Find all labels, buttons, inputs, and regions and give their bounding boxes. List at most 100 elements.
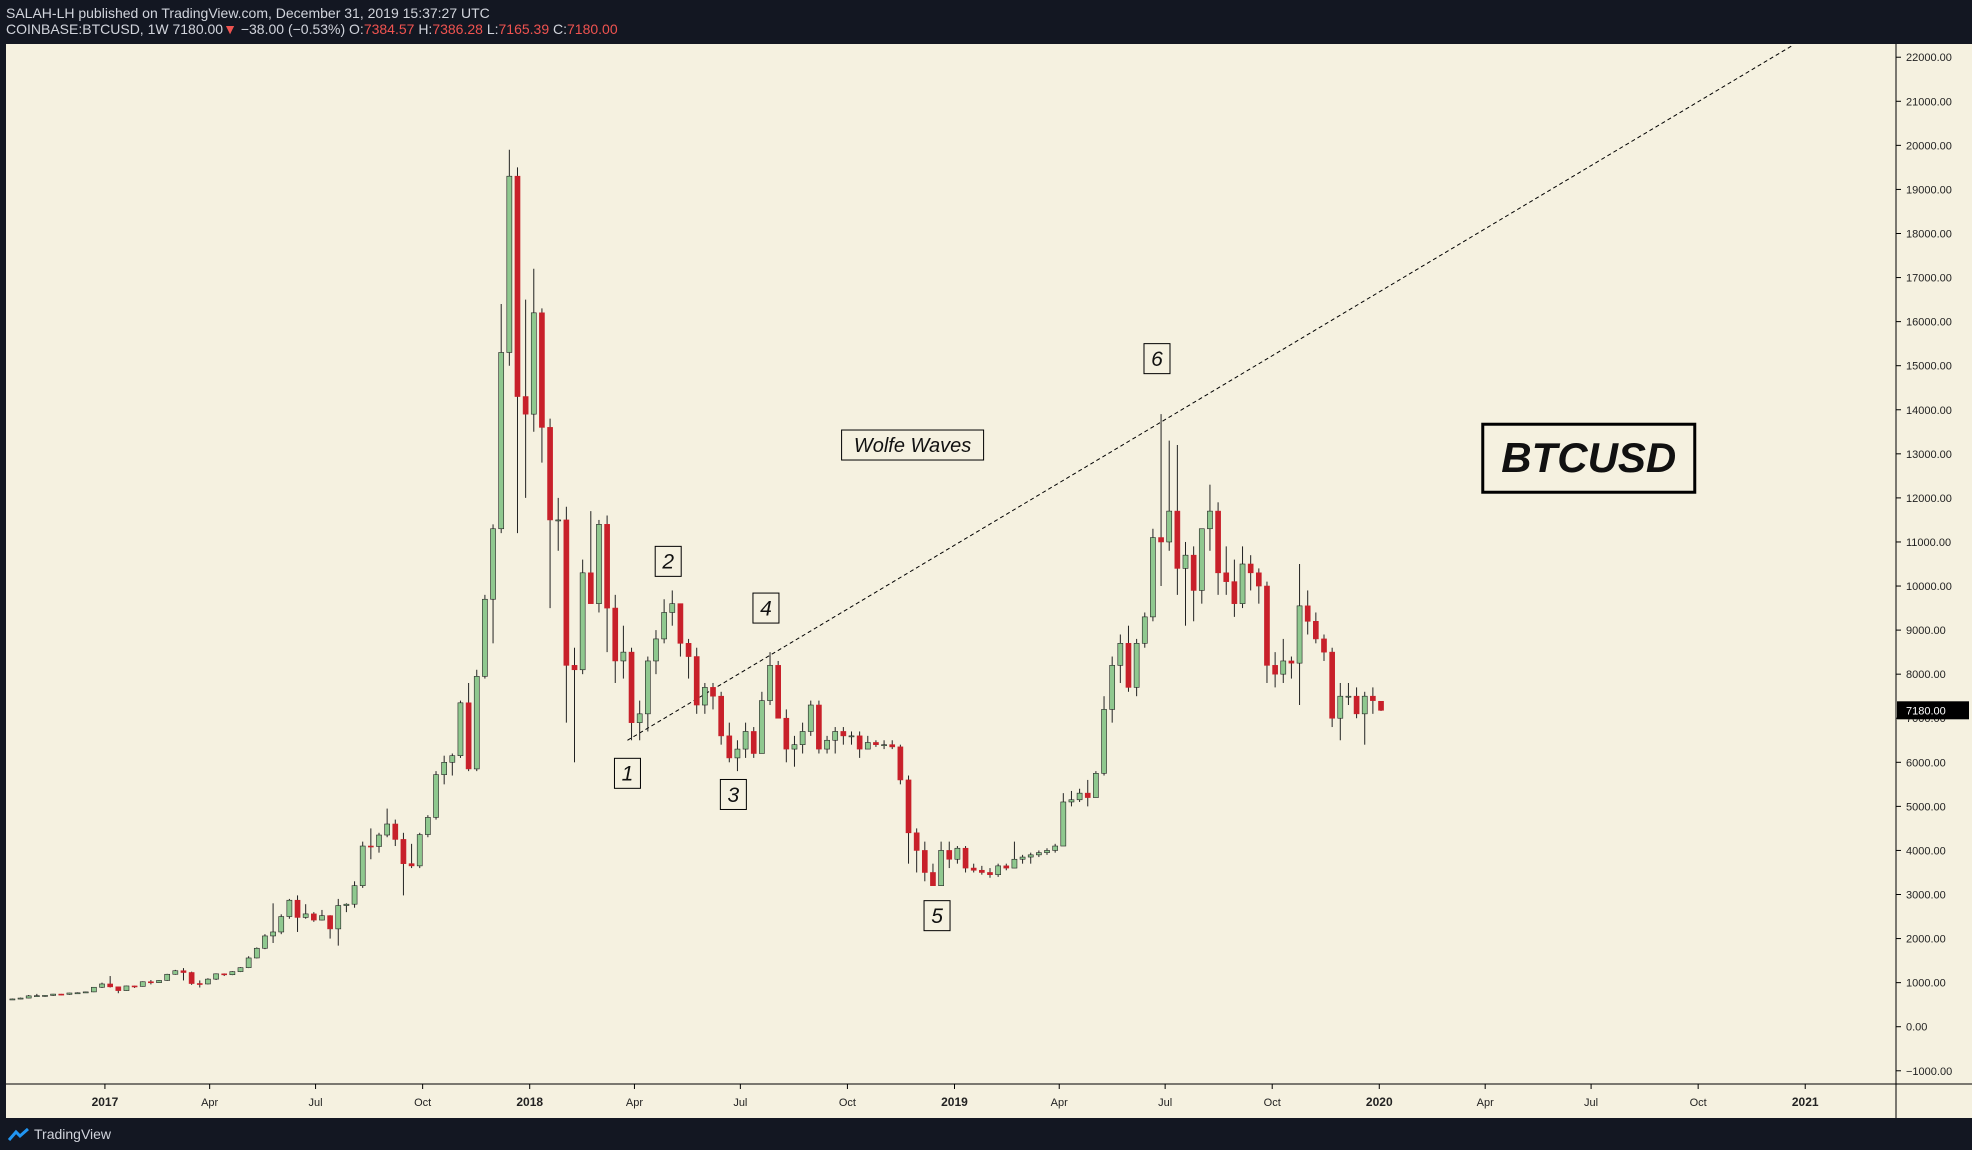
candle-body — [465, 702, 472, 770]
candle-body — [148, 981, 154, 984]
candle-body — [856, 735, 863, 750]
candle-body — [514, 175, 521, 397]
candle-body — [979, 869, 985, 873]
candle-body — [685, 643, 692, 657]
candle-body — [1060, 801, 1067, 847]
candle-body — [1345, 695, 1352, 698]
candle-body — [1288, 660, 1295, 664]
x-tick-label: Jul — [733, 1097, 747, 1109]
candle-body — [335, 905, 342, 930]
candle-body — [253, 947, 260, 959]
chart-footer: TradingView — [0, 1118, 1972, 1150]
x-tick-label: Jul — [1158, 1097, 1172, 1109]
last-price-label: 7180.00 — [1906, 705, 1946, 717]
candle-body — [1117, 643, 1124, 666]
x-tick-label: 2019 — [941, 1095, 968, 1109]
candle-body — [628, 651, 635, 723]
candle-body — [767, 665, 773, 701]
candle-body — [229, 971, 236, 976]
candle-body — [425, 817, 431, 835]
candle-body — [376, 834, 382, 847]
price-change: −38.00 (−0.53%) — [240, 21, 346, 37]
y-tick-label: 9000.00 — [1906, 625, 1946, 637]
tradingview-brand[interactable]: TradingView — [34, 1126, 112, 1142]
candle-body — [669, 603, 676, 613]
candle-body — [1101, 709, 1107, 774]
candle-body — [50, 993, 56, 996]
candle-body — [384, 823, 390, 836]
candlestick-chart[interactable]: −1000.00 0.00 1000.00 2000.00 3000.00 4000.00… — [0, 44, 1972, 1118]
candle-body — [636, 713, 643, 723]
candle-body — [368, 845, 374, 848]
candle-body — [1052, 845, 1058, 851]
y-tick-label: 12000.00 — [1906, 493, 1952, 505]
candle-body — [498, 352, 505, 530]
y-tick-label: 3000.00 — [1906, 890, 1946, 902]
price-axis-panel — [1896, 44, 1972, 1084]
last-price-tag — [1897, 701, 1969, 720]
candle-body — [1353, 695, 1360, 715]
x-tick-label: Apr — [1477, 1097, 1494, 1109]
candle-body — [1198, 528, 1205, 591]
candle-body — [1109, 665, 1116, 710]
wave-point-label: 4 — [760, 597, 772, 620]
candle-body — [1019, 856, 1026, 860]
candle-body — [962, 847, 969, 869]
down-arrow-icon: ▼ — [223, 21, 237, 37]
candle-body — [270, 931, 276, 937]
y-tick-label: 20000.00 — [1906, 140, 1952, 152]
candle-body — [1361, 695, 1368, 715]
wave-point-label: 1 — [622, 763, 634, 786]
candle-body — [840, 731, 847, 737]
candle-body — [620, 651, 627, 662]
wave-point-label: 3 — [728, 784, 740, 807]
candle-body — [1158, 537, 1164, 543]
x-tick-label: Oct — [414, 1097, 431, 1109]
ohlc-line: COINBASE:BTCUSD, 1W 7180.00▼ −38.00 (−0.… — [6, 22, 618, 37]
candle-body — [1044, 850, 1050, 853]
candle-body — [653, 638, 659, 662]
candle-body — [327, 915, 333, 930]
tradingview-logo-icon — [8, 1128, 29, 1141]
candle-body — [1150, 537, 1156, 618]
y-tick-label: 19000.00 — [1906, 184, 1952, 196]
candle-body — [9, 998, 16, 1001]
candle-body — [1329, 651, 1335, 719]
x-tick-label: Apr — [1051, 1097, 1068, 1109]
candle-body — [791, 744, 798, 750]
chart-header: SALAH-LH published on TradingView.com, D… — [0, 0, 1972, 44]
candle-body — [1207, 510, 1213, 530]
candle-body — [750, 731, 757, 754]
candle-body — [99, 983, 105, 988]
candle-body — [400, 839, 407, 864]
candle-body — [1215, 510, 1221, 574]
close-value: 7180.00 — [567, 21, 618, 37]
y-tick-label: 15000.00 — [1906, 361, 1952, 373]
candle-body — [1231, 581, 1238, 604]
candle-body — [1272, 665, 1278, 675]
wave-point-box — [654, 545, 682, 577]
candle-body — [742, 731, 749, 750]
candle-body — [954, 847, 961, 860]
symbol-title: BTCUSD — [1501, 434, 1676, 481]
wave-point-label: 5 — [931, 905, 943, 928]
candle-body — [319, 915, 325, 921]
candle-body — [873, 742, 879, 745]
candle-body — [1264, 585, 1270, 666]
candle-body — [710, 687, 716, 697]
candle-body — [726, 735, 733, 759]
wolfe-waves-label: Wolfe Waves — [854, 435, 971, 457]
candle-body — [221, 973, 228, 976]
candle-body — [1125, 643, 1132, 688]
candle-body — [351, 885, 358, 905]
candle-body — [343, 903, 350, 906]
candle-body — [889, 744, 896, 748]
candle-body — [718, 695, 724, 737]
open-label: O: — [349, 21, 364, 37]
y-tick-label: 5000.00 — [1906, 801, 1946, 813]
candle-body — [416, 834, 423, 867]
candle-body — [522, 396, 529, 415]
x-tick-label: 2018 — [516, 1095, 543, 1109]
close-label: C: — [553, 21, 567, 37]
candle-body — [457, 702, 464, 756]
